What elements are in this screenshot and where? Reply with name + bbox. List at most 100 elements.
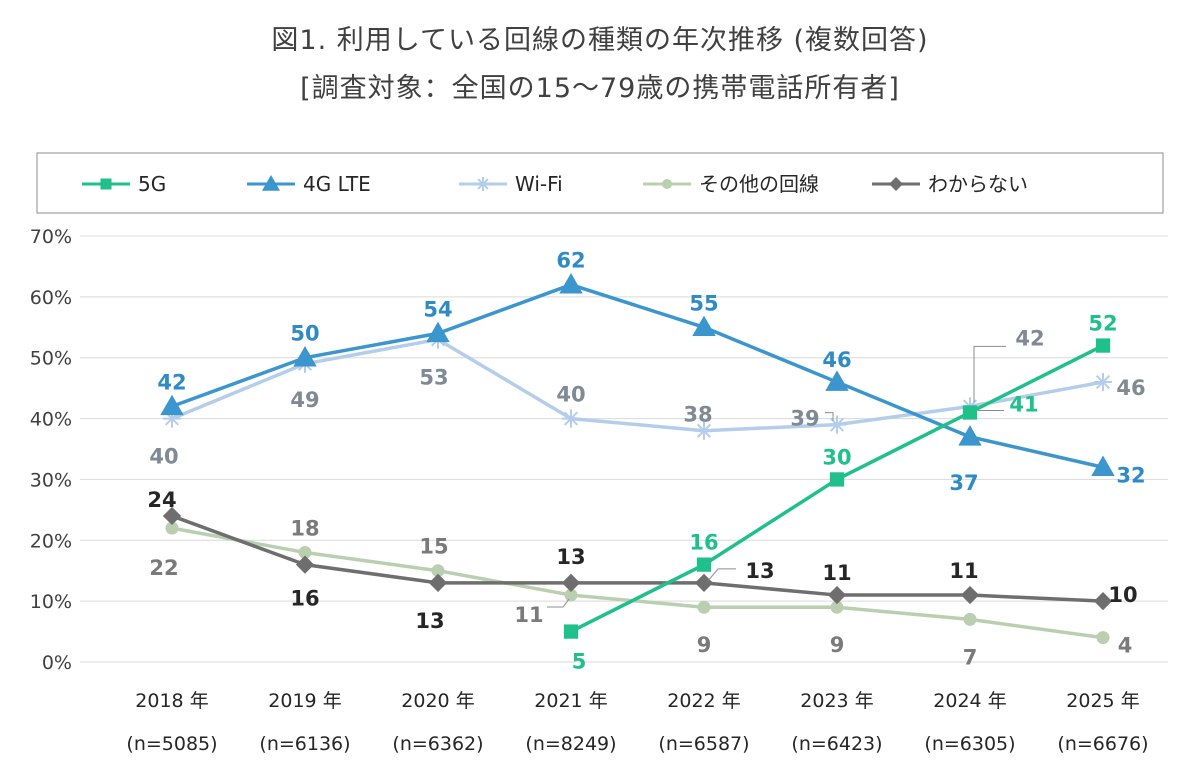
data-point: [561, 409, 581, 428]
data-label: 11: [822, 561, 851, 585]
leader-line: [825, 412, 834, 421]
data-point: [1091, 455, 1115, 477]
data-label: 37: [949, 471, 978, 495]
x-axis: 2018 年 (n=5085) 2019 年 (n=6136) 2020 年 (n=636…: [126, 690, 1148, 755]
x-sample-size-label: (n=6423): [791, 733, 882, 755]
x-tick-label: 2018 年: [135, 690, 208, 712]
legend-marker: [262, 175, 280, 191]
x-tick-label: 2024 年: [933, 690, 1006, 712]
data-label: 55: [689, 291, 718, 315]
x-tick-label: 2023 年: [800, 690, 873, 712]
x-tick-label: 2020 年: [401, 690, 474, 712]
data-label: 11: [949, 559, 978, 583]
data-point: [431, 564, 445, 578]
legend-marker: [889, 177, 903, 191]
gridlines: 0% 10% 20% 30% 40% 50% 60% 70%: [30, 226, 1168, 674]
data-point: [559, 272, 583, 294]
data-label: 13: [556, 545, 585, 569]
marker-stroke: [829, 417, 845, 432]
data-label: 18: [290, 516, 319, 540]
x-sample-size-label: (n=8249): [525, 733, 616, 755]
data-point: [692, 315, 716, 337]
data-point: [561, 573, 581, 592]
legend-box: [36, 152, 1164, 214]
legend-marker: [662, 179, 672, 189]
y-tick-label: 70%: [30, 226, 72, 248]
data-point: [696, 557, 712, 572]
data-point: [962, 405, 978, 420]
data-label: 38: [683, 403, 712, 427]
x-sample-size-label: (n=5085): [126, 733, 217, 755]
data-label: 7: [963, 645, 978, 669]
data-label: 42: [157, 370, 186, 394]
x-tick-label: 2025 年: [1066, 690, 1139, 712]
data-label: 9: [697, 633, 712, 657]
data-point: [697, 600, 711, 614]
y-tick-label: 30%: [30, 469, 72, 491]
data-label: 4: [1118, 634, 1133, 658]
data-point: [960, 585, 980, 605]
legend-label: 5G: [138, 172, 166, 196]
data-point: [298, 545, 312, 559]
chart-subtitle: [調査対象：全国の15～79歳の携帯電話所有者]: [300, 73, 900, 104]
data-label: 40: [149, 445, 178, 469]
x-sample-size-label: (n=6587): [658, 733, 749, 755]
leader-line: [973, 345, 1006, 403]
data-label: 49: [290, 388, 319, 412]
y-tick-label: 60%: [30, 287, 72, 309]
data-point: [958, 425, 982, 446]
x-tick-label: 2022 年: [667, 690, 740, 712]
data-label: 42: [1015, 326, 1044, 350]
data-label: 5: [572, 650, 587, 674]
y-tick-label: 50%: [30, 348, 72, 370]
data-point: [426, 321, 450, 343]
x-tick-label: 2021 年: [534, 690, 607, 712]
data-point: [827, 585, 847, 605]
data-label: 15: [419, 535, 448, 559]
marker-stroke: [696, 423, 712, 438]
legend-label: Wi-Fi: [515, 172, 563, 196]
data-label: 46: [1116, 376, 1145, 400]
legend-label: わからない: [928, 172, 1028, 196]
data-label: 13: [745, 559, 774, 583]
data-label: 9: [830, 633, 845, 657]
marker-stroke: [477, 178, 489, 190]
data-label: 41: [1009, 392, 1038, 416]
data-label: 32: [1116, 463, 1145, 487]
data-point: [295, 555, 315, 574]
data-point: [1096, 631, 1110, 645]
leader-lines: [547, 345, 1006, 608]
data-label: 39: [790, 407, 819, 431]
data-label: 16: [689, 531, 718, 555]
y-tick-label: 40%: [30, 409, 72, 431]
data-point: [694, 573, 714, 592]
y-tick-label: 0%: [42, 652, 72, 674]
series-1: [160, 272, 1115, 477]
series-line: [171, 337, 1104, 433]
data-point: [963, 612, 977, 626]
legend-label: その他の回線: [699, 172, 819, 196]
data-label: 46: [822, 348, 851, 372]
legend-label: 4G LTE: [303, 172, 371, 196]
data-label: 16: [290, 587, 319, 611]
data-point: [694, 421, 714, 440]
x-tick-label: 2019 年: [268, 690, 341, 712]
data-label: 53: [419, 365, 448, 389]
leader-line: [547, 598, 570, 608]
chart-title: 図1. 利用している回線の種類の年次推移 (複数回答): [271, 25, 929, 56]
data-label: 11: [514, 603, 543, 627]
data-point: [162, 506, 182, 526]
data-point: [829, 472, 845, 487]
data-point: [830, 600, 844, 614]
y-tick-label: 10%: [30, 591, 72, 613]
x-sample-size-label: (n=6362): [392, 733, 483, 755]
data-label: 30: [822, 445, 851, 469]
data-label: 52: [1088, 312, 1117, 336]
x-sample-size-label: (n=6305): [924, 733, 1015, 755]
data-point: [827, 415, 847, 434]
leader-line: [707, 568, 736, 582]
data-label: 62: [556, 249, 585, 273]
legend-marker: [476, 177, 490, 191]
